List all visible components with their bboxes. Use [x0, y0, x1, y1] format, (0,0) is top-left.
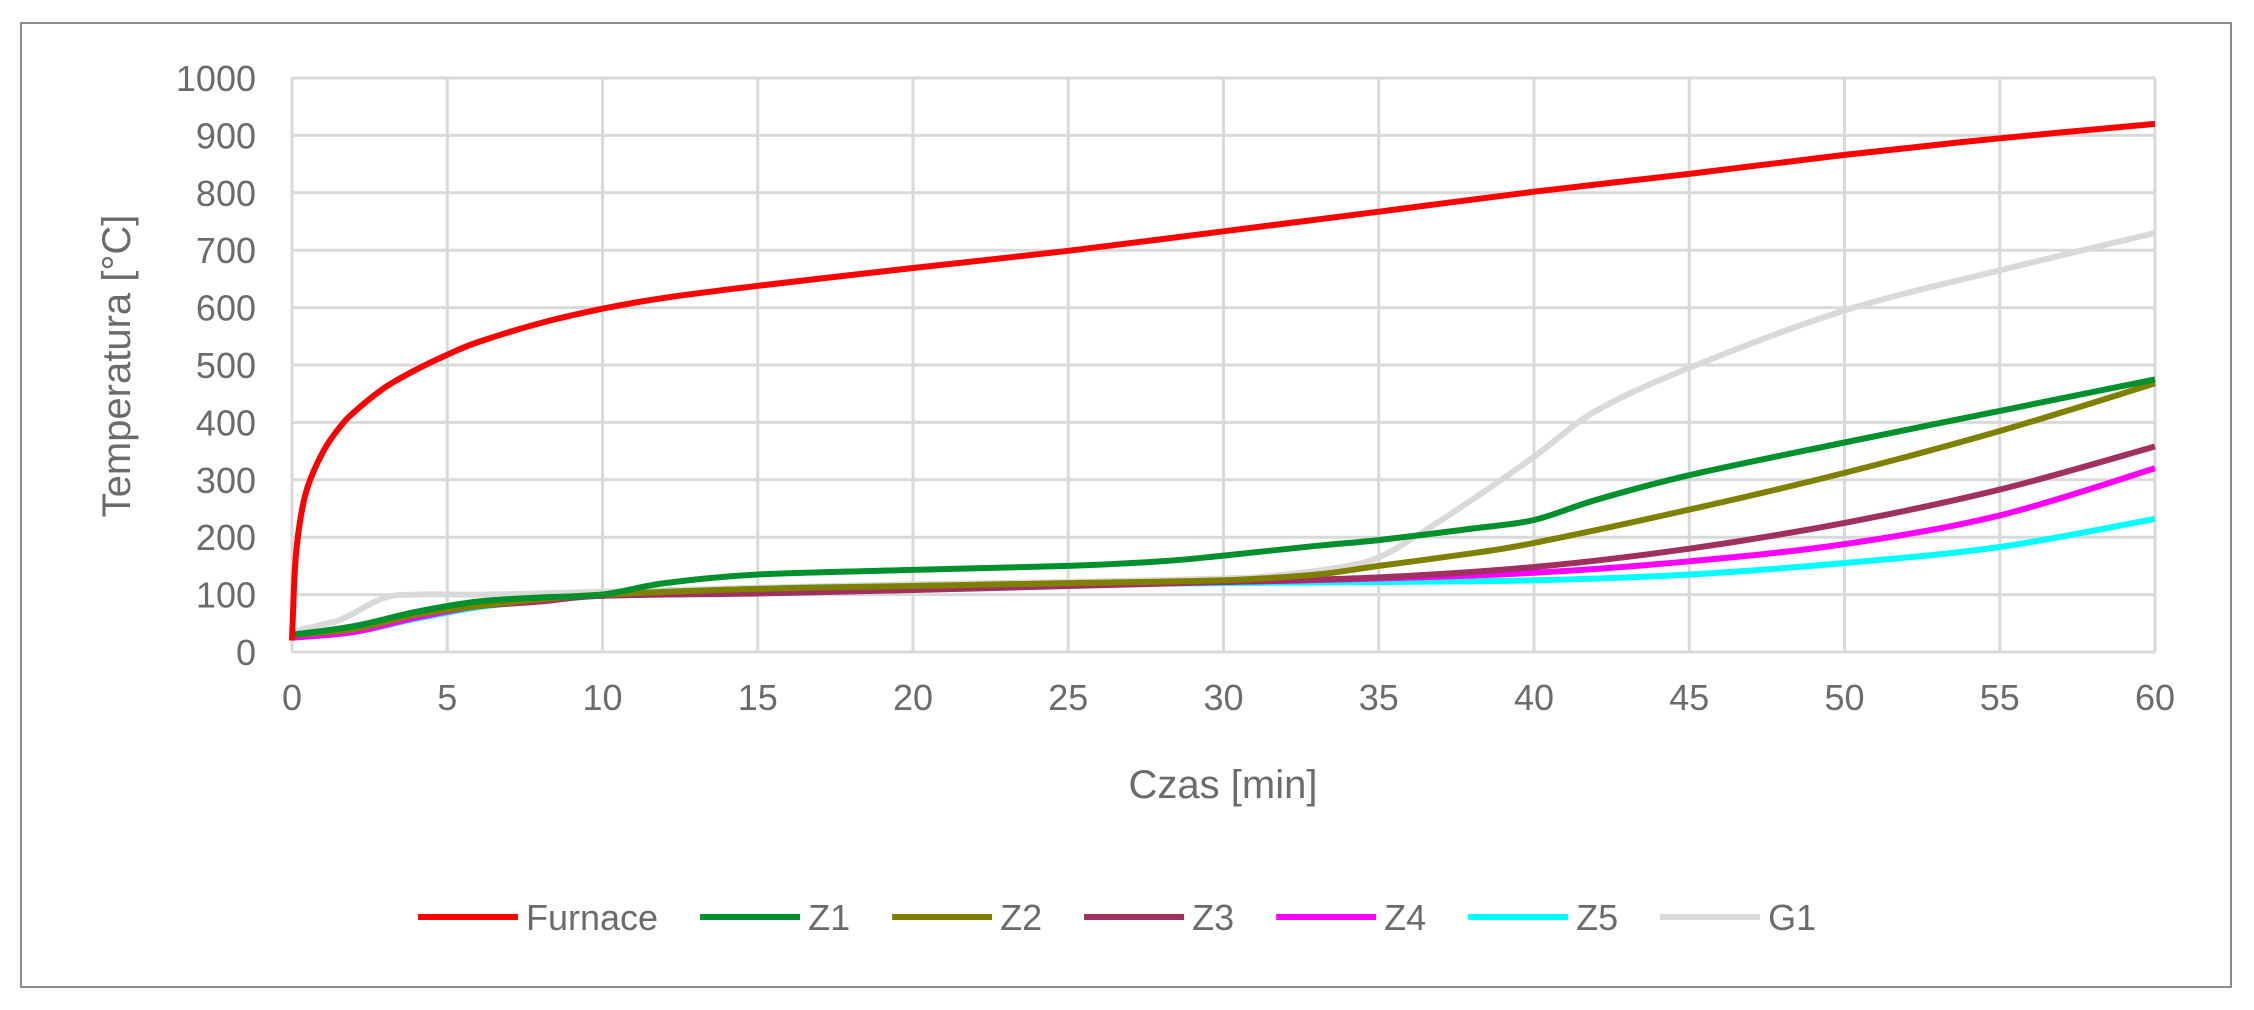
y-tick-label: 900: [196, 115, 256, 156]
y-tick-label: 500: [196, 345, 256, 386]
gridlines: [290, 76, 2157, 654]
legend-item-z3: Z3: [1084, 897, 1234, 938]
legend-label: Z4: [1384, 897, 1426, 938]
legend: Furnace Z1 Z2 Z3 Z4 Z5 G1: [418, 897, 1816, 938]
x-tick-label: 35: [1359, 677, 1399, 718]
x-tick-label: 40: [1514, 677, 1554, 718]
legend-label: Furnace: [526, 897, 658, 938]
chart-frame: [20, 22, 2232, 988]
y-tick-label: 1000: [176, 58, 256, 99]
legend-item-z5: Z5: [1468, 897, 1618, 938]
y-tick-label: 400: [196, 402, 256, 443]
x-axis-title: Czas [min]: [1129, 763, 1318, 807]
legend-label: Z1: [808, 897, 850, 938]
tick-labels: 0 100 200 300 400 500 600 700 800 900 1000 0 5 10 15 20…: [176, 58, 2175, 718]
x-tick-label: 10: [582, 677, 622, 718]
x-tick-label: 30: [1203, 677, 1243, 718]
legend-item-g1: G1: [1660, 897, 1816, 938]
x-tick-label: 55: [1980, 677, 2020, 718]
y-tick-label: 800: [196, 173, 256, 214]
legend-item-furnace: Furnace: [418, 897, 658, 938]
x-tick-label: 15: [738, 677, 778, 718]
legend-label: Z3: [1192, 897, 1234, 938]
legend-item-z2: Z2: [892, 897, 1042, 938]
y-tick-label: 200: [196, 517, 256, 558]
y-tick-label: 0: [236, 632, 256, 673]
legend-label: Z2: [1000, 897, 1042, 938]
series-line-z2: [291, 380, 2156, 638]
legend-item-z1: Z1: [700, 897, 850, 938]
y-tick-label: 700: [196, 230, 256, 271]
legend-item-z4: Z4: [1276, 897, 1426, 938]
x-tick-label: 5: [437, 677, 457, 718]
y-tick-label: 300: [196, 460, 256, 501]
y-tick-label: 100: [196, 575, 256, 616]
legend-label: Z5: [1576, 897, 1618, 938]
series-lines: [289, 120, 2156, 641]
x-tick-label: 25: [1048, 677, 1088, 718]
y-tick-label: 600: [196, 288, 256, 329]
y-axis-title: Temperatura [°C]: [95, 215, 139, 518]
legend-label: G1: [1768, 897, 1816, 938]
x-tick-label: 20: [893, 677, 933, 718]
series-line-z1: [291, 376, 2156, 638]
x-tick-label: 50: [1824, 677, 1864, 718]
x-tick-label: 60: [2135, 677, 2175, 718]
x-tick-label: 0: [282, 677, 302, 718]
series-line-furnace: [289, 120, 2156, 641]
x-tick-label: 45: [1669, 677, 1709, 718]
